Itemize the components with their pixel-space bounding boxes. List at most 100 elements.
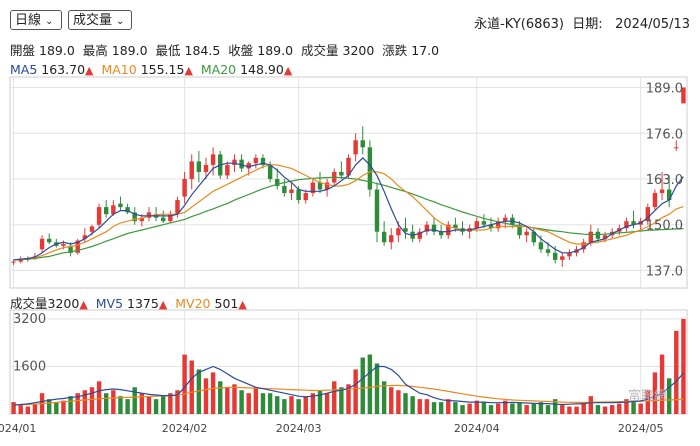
volume-bar[interactable] bbox=[303, 396, 308, 414]
volume-bar[interactable] bbox=[146, 396, 152, 414]
volume-bar[interactable] bbox=[68, 396, 73, 414]
candle[interactable] bbox=[417, 228, 422, 243]
volume-bar[interactable] bbox=[317, 390, 323, 414]
candle[interactable] bbox=[581, 238, 586, 253]
volume-bar[interactable] bbox=[125, 399, 130, 414]
volume-bar[interactable] bbox=[153, 399, 159, 414]
candle[interactable] bbox=[225, 161, 230, 179]
volume-bar[interactable] bbox=[481, 402, 487, 414]
volume-bar[interactable] bbox=[46, 399, 52, 414]
volume-bar[interactable] bbox=[560, 405, 565, 414]
candle[interactable] bbox=[681, 87, 686, 104]
volume-bar[interactable] bbox=[118, 396, 123, 414]
volume-bar[interactable] bbox=[631, 402, 636, 414]
volume-bar[interactable] bbox=[453, 402, 458, 414]
volume-bar[interactable] bbox=[175, 390, 180, 414]
candle[interactable] bbox=[253, 154, 259, 169]
candle[interactable] bbox=[467, 224, 472, 239]
candle[interactable] bbox=[517, 221, 522, 239]
volume-bar[interactable] bbox=[495, 403, 501, 414]
volume-bar[interactable] bbox=[25, 406, 31, 414]
volume-bar[interactable] bbox=[346, 384, 351, 414]
volume-bar[interactable] bbox=[32, 403, 38, 414]
volume-bar[interactable] bbox=[652, 372, 658, 414]
volume-bar[interactable] bbox=[239, 390, 244, 414]
volume-bar[interactable] bbox=[260, 393, 266, 414]
candle[interactable] bbox=[310, 178, 316, 197]
volume-bar[interactable] bbox=[446, 399, 451, 414]
candle[interactable] bbox=[453, 217, 458, 232]
candle[interactable] bbox=[75, 238, 80, 255]
volume-bar[interactable] bbox=[89, 387, 95, 414]
volume-bar[interactable] bbox=[360, 357, 365, 414]
candle[interactable] bbox=[68, 242, 73, 257]
volume-bar[interactable] bbox=[638, 403, 643, 414]
volume-bar[interactable] bbox=[503, 400, 508, 414]
volume-bar[interactable] bbox=[396, 390, 401, 414]
candle[interactable] bbox=[82, 228, 88, 243]
candle[interactable] bbox=[324, 178, 330, 197]
volume-bar[interactable] bbox=[538, 402, 544, 414]
volume-bar[interactable] bbox=[574, 406, 579, 414]
volume-bar[interactable] bbox=[11, 402, 16, 414]
volume-bar[interactable] bbox=[609, 405, 615, 414]
candle[interactable] bbox=[210, 147, 216, 176]
candle[interactable] bbox=[381, 221, 387, 246]
volume-bar[interactable] bbox=[545, 405, 551, 414]
candle[interactable] bbox=[275, 168, 280, 190]
candle[interactable] bbox=[645, 203, 651, 225]
volume-bar[interactable] bbox=[510, 403, 515, 414]
volume-bar[interactable] bbox=[681, 318, 686, 414]
candle[interactable] bbox=[203, 157, 209, 179]
candle[interactable] bbox=[474, 217, 479, 232]
candle[interactable] bbox=[652, 189, 658, 211]
volume-bar[interactable] bbox=[282, 399, 287, 414]
volume-bar[interactable] bbox=[18, 405, 23, 414]
candle[interactable] bbox=[196, 150, 202, 183]
volume-bar[interactable] bbox=[182, 354, 187, 414]
candle[interactable] bbox=[11, 259, 16, 266]
volume-bar[interactable] bbox=[474, 400, 479, 414]
volume-bar[interactable] bbox=[417, 399, 422, 414]
volume-bar[interactable] bbox=[218, 381, 223, 414]
candle[interactable] bbox=[495, 217, 501, 232]
candle[interactable] bbox=[524, 228, 529, 243]
volume-bar[interactable] bbox=[111, 390, 116, 414]
volume-bar[interactable] bbox=[189, 360, 194, 414]
candle[interactable] bbox=[567, 249, 572, 260]
candle[interactable] bbox=[410, 224, 415, 243]
candle[interactable] bbox=[560, 252, 565, 267]
candle[interactable] bbox=[624, 217, 629, 232]
volume-bar[interactable] bbox=[267, 393, 273, 414]
candle[interactable] bbox=[161, 210, 166, 223]
candle[interactable] bbox=[46, 233, 52, 245]
volume-bar[interactable] bbox=[389, 387, 394, 414]
candle[interactable] bbox=[403, 217, 408, 239]
volume-bar[interactable] bbox=[54, 402, 59, 414]
volume-bar[interactable] bbox=[659, 354, 665, 414]
candle[interactable] bbox=[103, 200, 109, 218]
volume-bar[interactable] bbox=[210, 372, 216, 414]
volume-bar[interactable] bbox=[275, 396, 280, 414]
candle[interactable] bbox=[431, 217, 437, 236]
volume-bar[interactable] bbox=[103, 393, 109, 414]
candle[interactable] bbox=[146, 207, 152, 222]
volume-bar[interactable] bbox=[61, 400, 66, 414]
volume-bar[interactable] bbox=[666, 378, 672, 414]
volume-bar[interactable] bbox=[552, 399, 558, 414]
candle[interactable] bbox=[339, 161, 344, 179]
volume-bar[interactable] bbox=[488, 405, 494, 414]
volume-bar[interactable] bbox=[161, 396, 166, 414]
candle[interactable] bbox=[239, 154, 244, 172]
volume-bar[interactable] bbox=[168, 393, 173, 414]
candle[interactable] bbox=[389, 228, 394, 250]
volume-bar[interactable] bbox=[617, 403, 622, 414]
candle[interactable] bbox=[446, 221, 451, 239]
volume-bar[interactable] bbox=[374, 363, 380, 414]
volume-bar[interactable] bbox=[410, 396, 415, 414]
volume-bar[interactable] bbox=[324, 393, 330, 414]
volume-bar[interactable] bbox=[332, 381, 337, 414]
volume-bar[interactable] bbox=[438, 402, 444, 414]
volume-bar[interactable] bbox=[139, 393, 145, 414]
